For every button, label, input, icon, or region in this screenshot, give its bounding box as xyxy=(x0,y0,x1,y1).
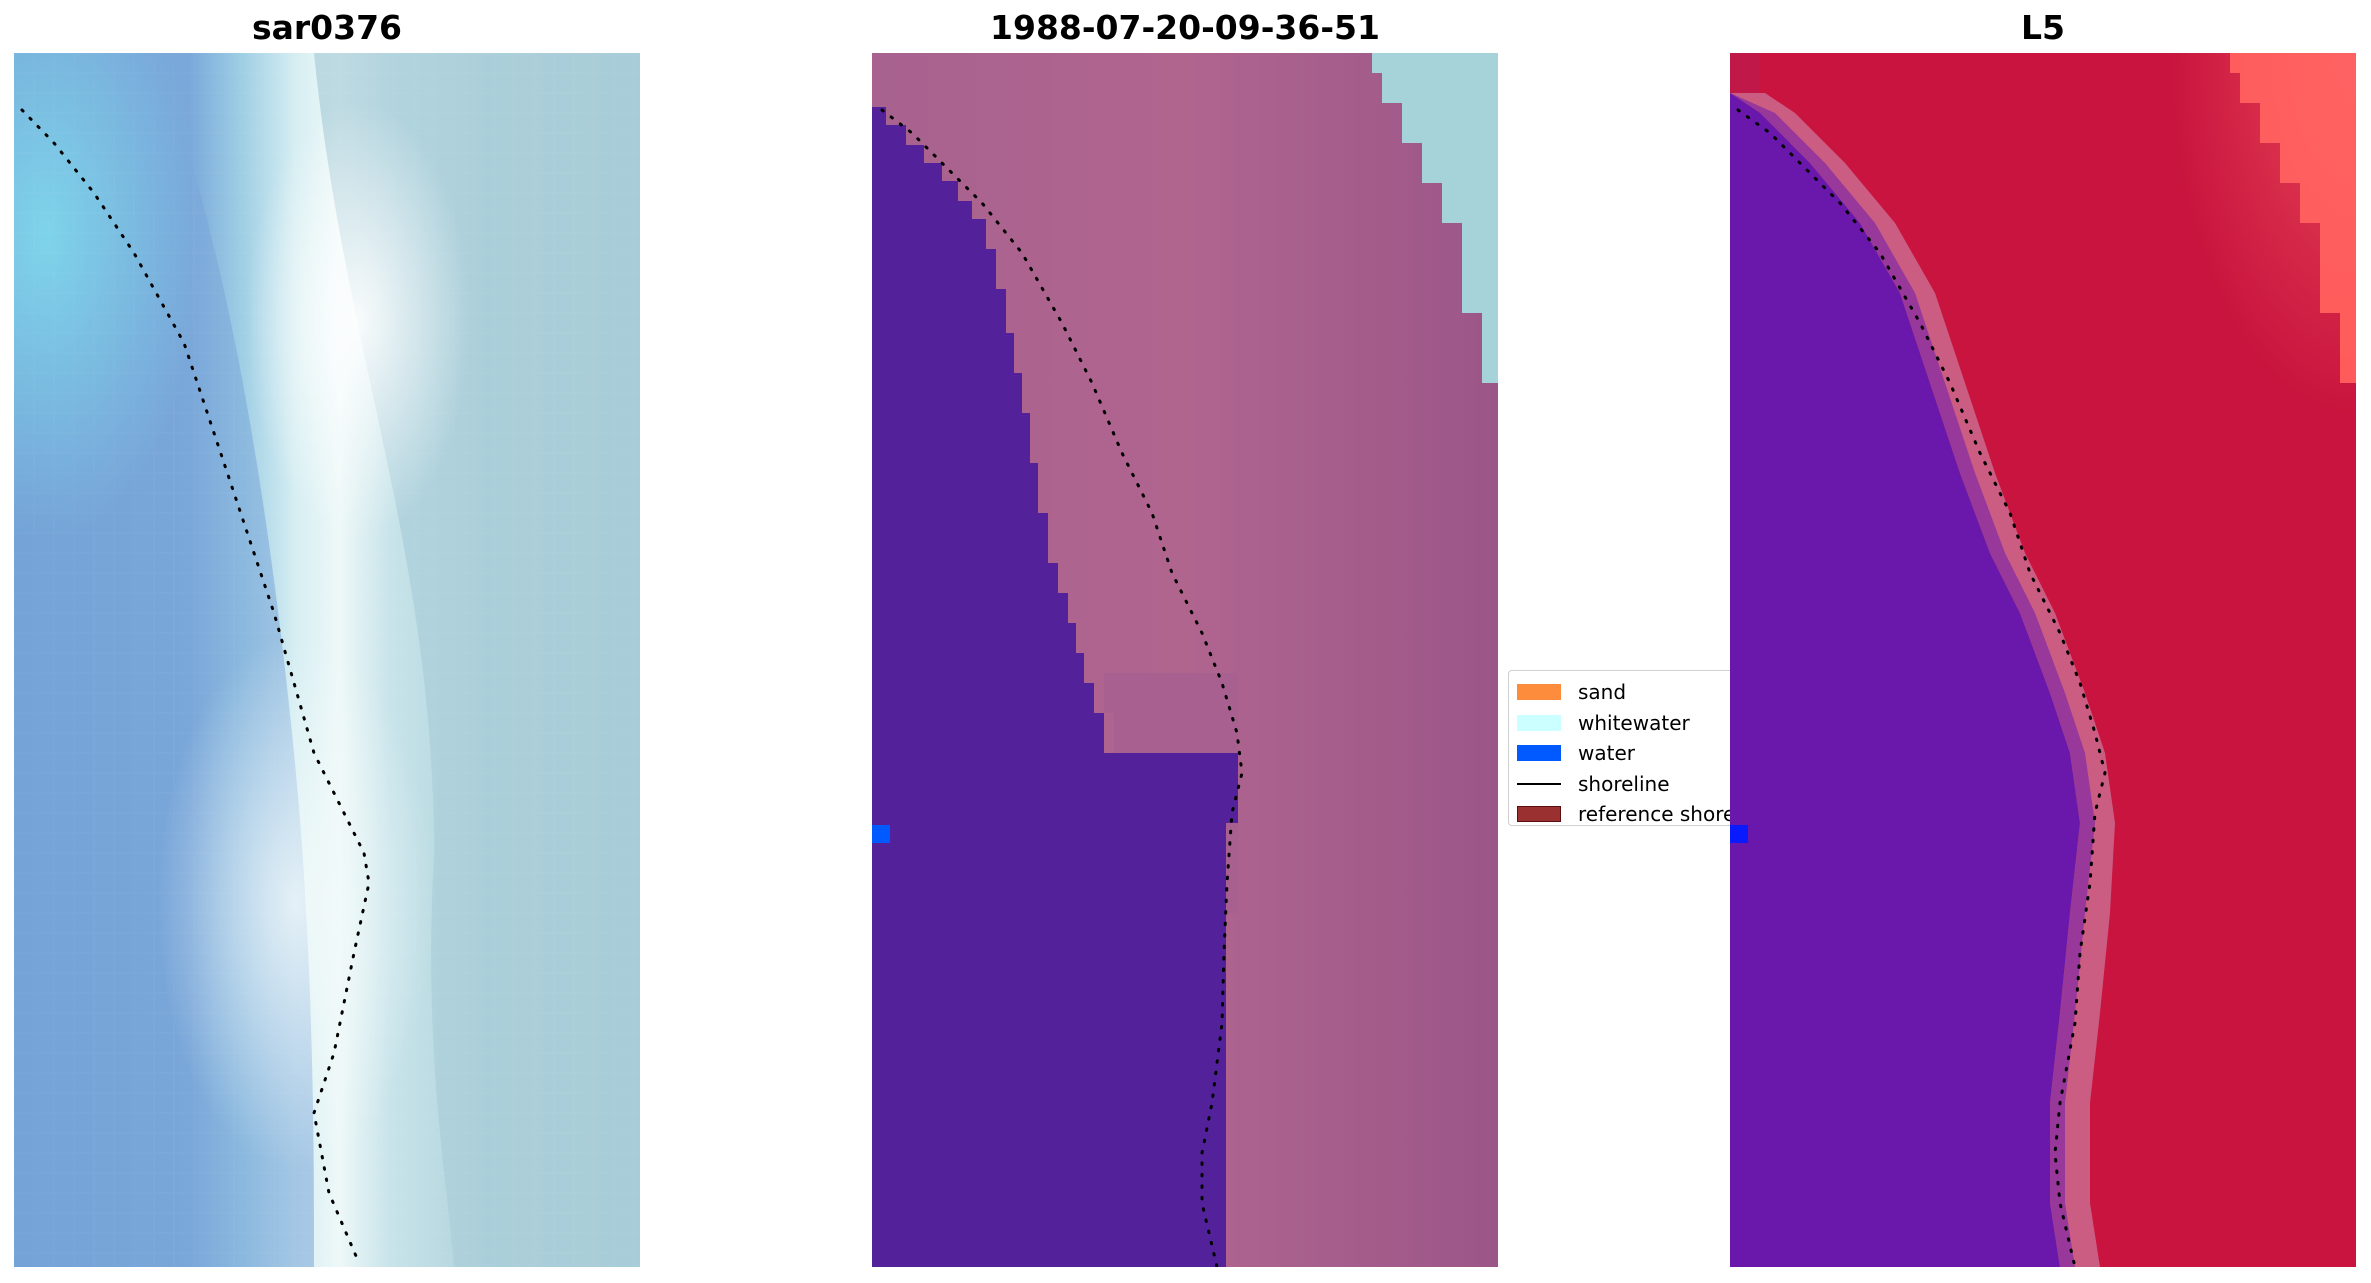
legend-label-whitewater: whitewater xyxy=(1578,710,1690,735)
legend-swatch-water xyxy=(1517,745,1561,762)
panel-title-date: 1988-07-20-09-36-51 xyxy=(990,8,1380,47)
legend-item-water: water xyxy=(1509,738,1757,769)
legend-swatch-shoreline xyxy=(1517,782,1561,785)
classified-water-lower xyxy=(872,823,1226,1267)
panel-title-index: L5 xyxy=(2021,8,2065,47)
shoreline-dots-rgb xyxy=(20,108,371,1265)
panel-title-rgb: sar0376 xyxy=(251,8,403,47)
legend-item-reference-shoreline: reference shoreline xyxy=(1509,799,1758,826)
shoreline-dots-classified xyxy=(880,108,1244,1267)
water-pixel xyxy=(872,825,890,843)
legend-swatch-sand xyxy=(1517,684,1561,701)
classified-image-panel xyxy=(872,53,1498,1267)
legend-swatch-whitewater xyxy=(1517,714,1561,731)
legend: sand whitewater water shoreline referenc… xyxy=(1508,670,1758,826)
classified-corner xyxy=(1372,53,1498,383)
rgb-image-panel xyxy=(14,53,640,1267)
legend-swatch-reference-shoreline xyxy=(1517,806,1561,823)
legend-item-whitewater: whitewater xyxy=(1509,708,1757,739)
index-image-panel xyxy=(1730,53,2356,1267)
index-image xyxy=(1730,53,2356,1267)
legend-label-reference-shoreline: reference shoreline xyxy=(1578,802,1758,826)
legend-item-shoreline: shoreline xyxy=(1509,769,1757,800)
legend-label-sand: sand xyxy=(1578,680,1627,705)
classified-image xyxy=(872,53,1498,1267)
rgb-image xyxy=(14,53,640,1267)
legend-item-sand: sand xyxy=(1509,677,1757,708)
index-water-pixel xyxy=(1730,825,1748,843)
legend-label-shoreline: shoreline xyxy=(1578,771,1670,796)
legend-label-water: water xyxy=(1578,741,1635,766)
